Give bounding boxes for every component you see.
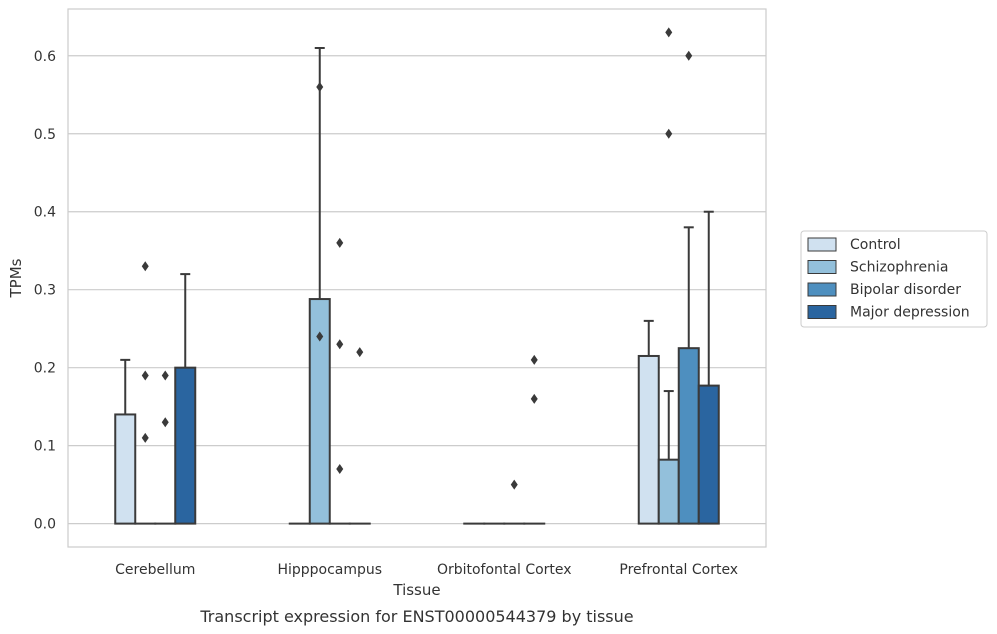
bar <box>174 366 197 525</box>
figure-caption: Transcript expression for ENST0000054437… <box>199 607 633 626</box>
outlier-point <box>356 347 364 358</box>
x-tick-labels: Cerebellum Hipppocampus Orbitofontal Corte… <box>115 562 738 578</box>
legend-swatch <box>807 260 837 274</box>
legend-swatch <box>807 305 837 319</box>
outlier-point <box>510 479 518 490</box>
outlier-point <box>141 370 149 381</box>
legend-label: Bipolar disorder <box>850 282 961 298</box>
y-tick-label: 0.6 <box>34 49 56 65</box>
outlier-point <box>336 237 344 248</box>
error-whiskers <box>120 46 714 460</box>
legend-box <box>800 230 988 328</box>
bar <box>697 384 720 525</box>
outlier-point <box>665 128 673 139</box>
x-axis-label: Tissue <box>392 581 440 599</box>
outlier-points <box>141 27 693 490</box>
y-axis-label: TPMs <box>7 258 25 298</box>
outlier-point <box>336 339 344 350</box>
y-tick-label: 0.5 <box>34 127 56 143</box>
bars <box>114 298 720 525</box>
x-tick-label: Orbitofontal Cortex <box>437 562 572 578</box>
outlier-point <box>316 331 324 342</box>
bar <box>637 354 660 525</box>
outlier-point <box>530 393 538 404</box>
outlier-point <box>336 464 344 475</box>
y-tick-label: 0.2 <box>34 361 56 377</box>
outlier-point <box>141 432 149 443</box>
legend-swatch <box>807 282 837 297</box>
bar <box>114 413 137 525</box>
outlier-point <box>530 354 538 365</box>
bar <box>657 458 680 525</box>
y-tick-label: 0.1 <box>34 439 56 455</box>
y-tick-labels: 0.0 0.1 0.2 0.3 0.4 0.5 0.6 <box>34 49 56 533</box>
legend-label: Schizophrenia <box>850 260 948 276</box>
outlier-point <box>161 370 169 381</box>
legend: Control Schizophrenia Bipolar disorder Majo… <box>800 230 988 328</box>
outlier-point <box>161 417 169 428</box>
y-tick-label: 0.0 <box>34 517 56 533</box>
legend-label: Control <box>850 237 901 253</box>
outlier-point <box>316 81 324 92</box>
gridlines <box>68 55 766 525</box>
y-tick-label: 0.3 <box>34 283 56 299</box>
x-tick-label: Cerebellum <box>115 562 195 578</box>
legend-label: Major depression <box>850 305 970 321</box>
y-tick-label: 0.4 <box>34 205 56 221</box>
outlier-point <box>665 27 673 38</box>
x-tick-label: Prefrontal Cortex <box>619 562 738 578</box>
bar <box>677 347 700 525</box>
legend-swatch <box>807 237 837 252</box>
outlier-point <box>141 261 149 272</box>
outlier-point <box>685 50 693 61</box>
x-tick-label: Hipppocampus <box>277 562 382 578</box>
plot-frame <box>67 8 767 548</box>
